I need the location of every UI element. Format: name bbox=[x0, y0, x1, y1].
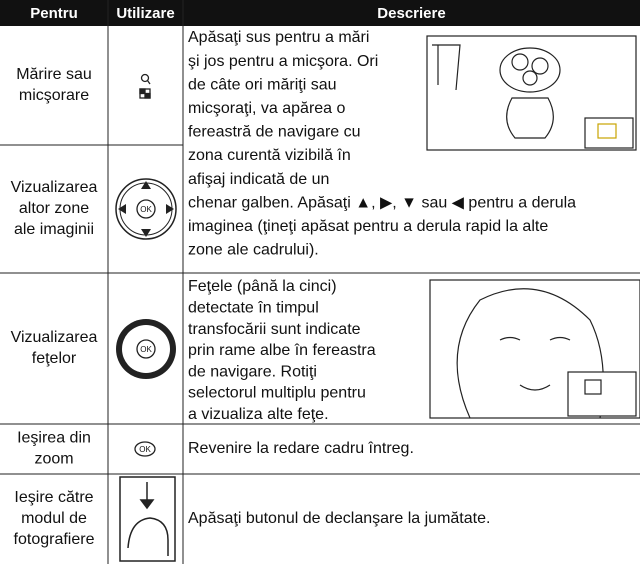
pentru-text: feţelor bbox=[32, 350, 77, 367]
descriere-text: Revenire la redare cadru întreg. bbox=[188, 440, 414, 457]
descriere-text: Apăsaţi sus pentru a mări bbox=[188, 29, 369, 46]
descriere-text: Feţele (până la cinci) bbox=[188, 278, 337, 295]
svg-text:OK: OK bbox=[140, 345, 152, 354]
header-cell: Utilizare bbox=[116, 5, 174, 22]
descriere-text: transfocării sunt indicate bbox=[188, 321, 361, 338]
ok-button-icon: OK bbox=[134, 441, 156, 457]
pentru-text: Ieşire către bbox=[14, 489, 93, 506]
zoom-illustration bbox=[426, 35, 637, 151]
zoom-icon bbox=[139, 73, 151, 99]
pentru-text: Vizualizarea bbox=[11, 329, 98, 346]
header-bar bbox=[0, 0, 640, 26]
svg-text:OK: OK bbox=[139, 445, 151, 454]
descriere-text: micşoraţi, va apărea o bbox=[188, 100, 346, 117]
descriere-text: prin rame albe în fereastra bbox=[188, 342, 376, 359]
pentru-text: Mărire sau bbox=[16, 66, 92, 83]
table-rules bbox=[0, 26, 640, 564]
descriere-text: zone ale cadrului). bbox=[188, 242, 319, 259]
pentru-text: Ieşirea din bbox=[17, 430, 91, 447]
descriere-text: selectorul multiplu pentru bbox=[188, 385, 366, 402]
pentru-text: modul de bbox=[21, 510, 87, 527]
shutter-icon bbox=[119, 476, 176, 562]
descriere-text: zona curentă vizibilă în bbox=[188, 147, 351, 164]
pentru-text: altor zone bbox=[19, 200, 89, 217]
pentru-text: micşorare bbox=[19, 87, 89, 104]
multi-selector-icon: OK bbox=[115, 178, 177, 240]
descriere-text: afişaj indicată de un bbox=[188, 171, 329, 188]
pentru-text: fotografiere bbox=[14, 531, 95, 548]
pentru-text: Vizualizarea bbox=[11, 179, 98, 196]
pentru-text: zoom bbox=[34, 451, 73, 468]
descriere-text: imaginea (ţineţi apăsat pentru a derula … bbox=[188, 218, 548, 235]
descriere-text: detectate în timpul bbox=[188, 300, 319, 317]
pentru-text: ale imaginii bbox=[14, 221, 94, 238]
face-selector-icon: OK bbox=[116, 319, 176, 379]
descriere-text: Apăsaţi butonul de declanşare la jumătat… bbox=[188, 510, 490, 527]
descriere-text: şi jos pentru a micşora. Ori bbox=[188, 53, 378, 70]
descriere-text: fereastră de navigare cu bbox=[188, 124, 361, 141]
face-illustration bbox=[429, 279, 640, 419]
descriere-text: a vizualiza alte feţe. bbox=[188, 406, 329, 423]
descriere-text: de navigare. Rotiţi bbox=[188, 363, 317, 380]
header-cell: Descriere bbox=[377, 5, 445, 22]
svg-text:OK: OK bbox=[140, 205, 152, 214]
descriere-text: de câte ori măriţi sau bbox=[188, 76, 337, 93]
descriere-text: chenar galben. Apăsaţi ▲, ▶, ▼ sau ◀ pen… bbox=[188, 194, 576, 211]
header-cell: Pentru bbox=[30, 5, 78, 22]
